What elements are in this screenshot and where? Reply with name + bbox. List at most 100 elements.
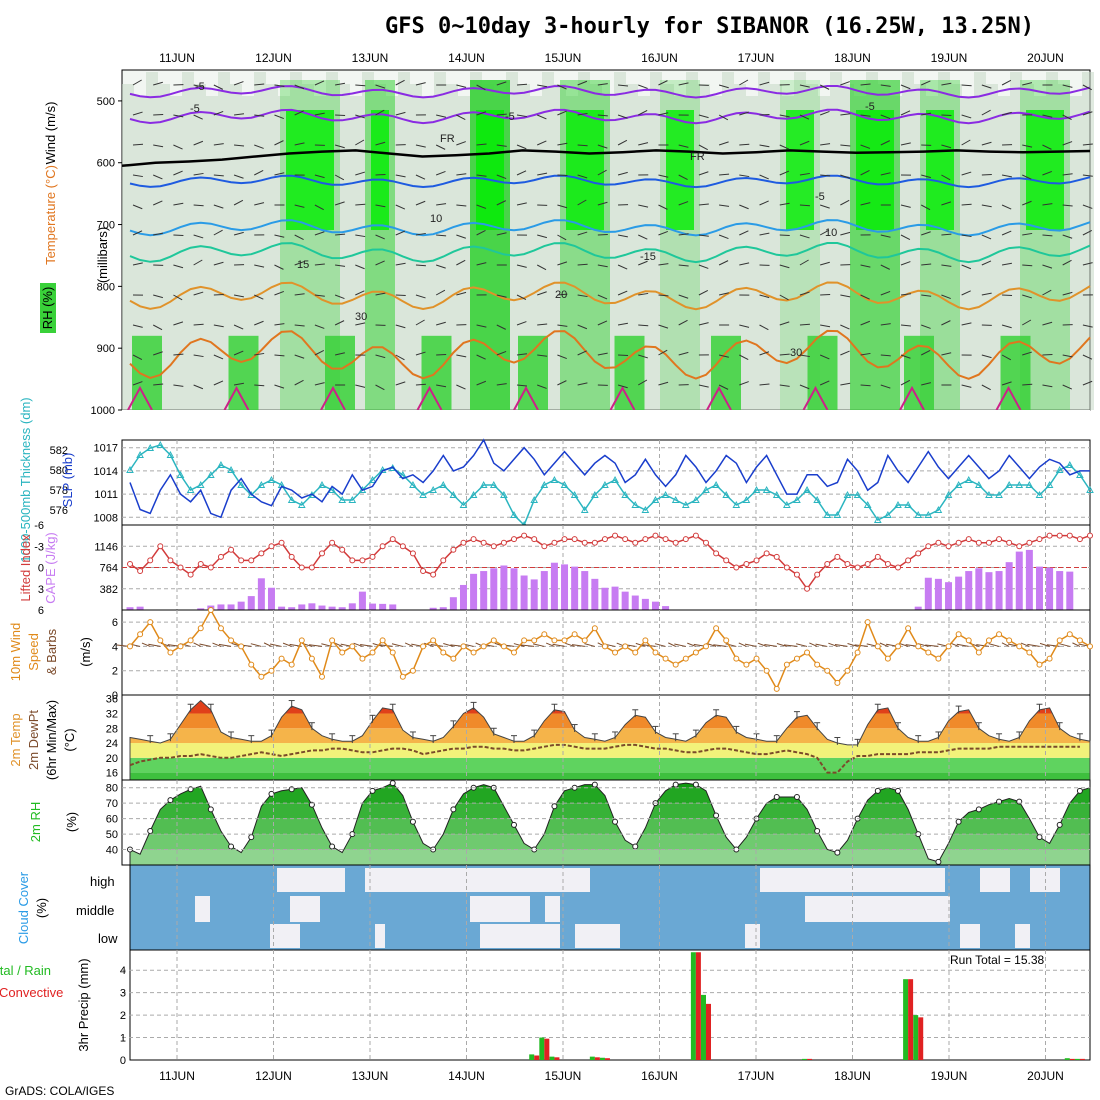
thickness-point — [469, 490, 478, 498]
wind-barb — [375, 384, 385, 391]
thickness-point — [449, 490, 458, 498]
lifted-index-point — [531, 536, 538, 543]
contour-label: 10 — [825, 227, 837, 239]
wind-barb — [355, 114, 366, 119]
precip-tick: 0 — [120, 1055, 126, 1067]
wind-speed-point — [288, 661, 295, 668]
surface-wind-barb — [533, 643, 545, 647]
wind-barb — [597, 233, 608, 236]
lifted-index-point — [137, 568, 144, 575]
wind-barb — [1082, 324, 1093, 328]
cape-bar — [257, 578, 265, 610]
wind-barb — [233, 199, 244, 206]
wind-barb — [981, 141, 992, 146]
wind-barb — [335, 114, 346, 117]
wind-barb — [496, 174, 507, 180]
surface-wind-barb — [687, 642, 697, 647]
wind-speed-point — [298, 637, 305, 644]
wind-speed-point — [409, 667, 416, 674]
thickness-tick: 576 — [50, 505, 68, 517]
wind-barb — [638, 110, 648, 116]
rh-band — [182, 72, 194, 410]
cloud-block — [545, 896, 560, 922]
wind-speed-point — [662, 655, 669, 662]
wind-barb — [900, 293, 911, 296]
lifted-index-point — [349, 557, 356, 564]
wind-barb — [577, 199, 587, 206]
thickness-point — [924, 510, 933, 518]
wind-barb — [395, 174, 406, 178]
wind-barb — [921, 263, 932, 266]
surface-wind-barb — [584, 643, 595, 647]
cloud-block — [480, 924, 560, 948]
wind-barb — [415, 319, 425, 326]
rh-point — [1056, 821, 1063, 828]
wind-barb — [718, 292, 729, 296]
date-label-top: 15JUN — [545, 51, 582, 65]
wind-speed-point — [622, 643, 629, 650]
thickness-point — [510, 510, 518, 518]
cape-bar — [1066, 571, 1074, 610]
wind-barb — [880, 84, 891, 87]
cloud-block — [960, 924, 980, 948]
precip-convective-bar — [908, 979, 914, 1060]
wind-barb — [557, 324, 568, 327]
lifted-index-point — [440, 557, 447, 564]
lifted-index-point — [642, 536, 649, 543]
lifted-index-point — [612, 532, 619, 539]
wind-barb — [719, 173, 730, 176]
wind-barb — [476, 174, 487, 177]
rh-point — [1076, 787, 1083, 794]
wind-barb — [941, 114, 952, 117]
pressure-tick: 600 — [97, 158, 115, 170]
wind-barb — [314, 324, 325, 329]
wind-barb — [294, 84, 305, 90]
wind-speed-point — [561, 637, 568, 644]
wind-barb — [1082, 111, 1093, 116]
wind-barb — [496, 232, 507, 236]
wind-speed-point — [308, 655, 315, 662]
rh-tick: 80 — [106, 783, 118, 795]
wind-speed-point — [874, 643, 881, 650]
lifted-index-point — [1046, 532, 1053, 539]
cape-bar — [459, 584, 467, 610]
wind-barb — [1062, 173, 1073, 176]
wind-barb — [1082, 204, 1093, 209]
lifted-index-point — [127, 560, 133, 567]
slp-line — [129, 438, 1090, 519]
wind-speed-point — [268, 667, 275, 674]
wind-barb — [880, 290, 891, 296]
wind-barb — [739, 143, 750, 146]
rh-bands — [122, 72, 1094, 410]
wind-barb — [274, 172, 285, 176]
top-date-axis: 11JUN 12JUN 13JUN 14JUN 15JUN 16JUN 17JUN 18JUN… — [159, 51, 1064, 65]
wind-speed-point — [339, 649, 346, 656]
wind-barb — [254, 144, 264, 149]
wind-barb — [779, 264, 790, 269]
wind-speed-point — [157, 637, 164, 644]
wind-barb — [981, 354, 992, 359]
wind-speed-point — [500, 643, 507, 650]
wind-speed-point — [804, 649, 811, 656]
wind-speed-point — [652, 649, 659, 656]
cape-bar — [550, 562, 558, 610]
wind-barb — [759, 351, 770, 356]
wind-barb — [577, 80, 588, 86]
wind-barb — [395, 204, 406, 210]
wind-barb — [921, 324, 931, 329]
precip-total-bar — [903, 979, 909, 1060]
wind-barb — [577, 294, 588, 298]
contour-label: 20 — [555, 289, 567, 301]
wind-barb — [1082, 380, 1093, 386]
wind-barb — [415, 264, 426, 267]
cape-bar — [429, 607, 437, 610]
wind-barb — [759, 144, 770, 148]
wind-barb — [678, 82, 689, 86]
wind-barb — [152, 324, 163, 331]
wind-barb — [1022, 232, 1033, 236]
temp2m-label-1: 2m Temp — [8, 713, 23, 766]
wind-barb — [617, 234, 628, 238]
wind-barb — [415, 294, 426, 299]
wind-barb — [173, 144, 183, 150]
wind-barb — [718, 141, 729, 146]
